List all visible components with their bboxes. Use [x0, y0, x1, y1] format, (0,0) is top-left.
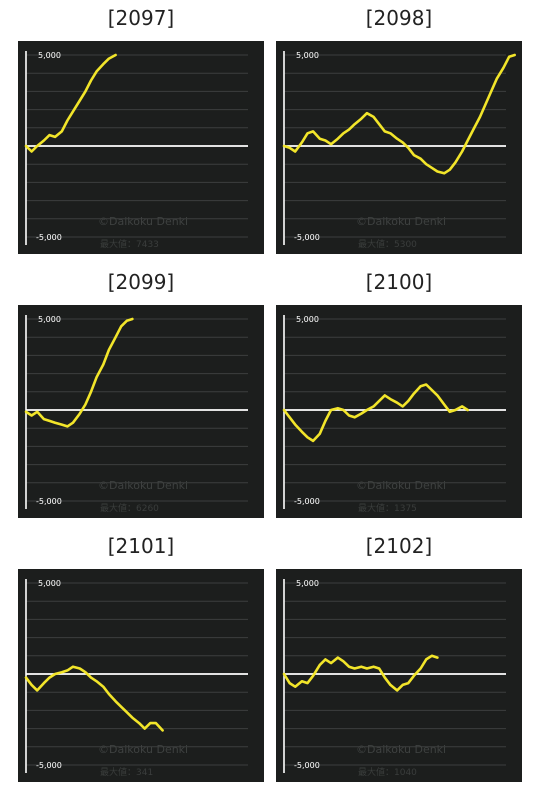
- series-line: [24, 317, 134, 428]
- chart-title: [2101]: [107, 534, 175, 558]
- max-value-label: 最大値：1375: [358, 502, 417, 514]
- y-tick-label: 5,000: [296, 315, 319, 324]
- chart-title: [2098]: [365, 6, 433, 30]
- y-tick-label: 5,000: [38, 579, 61, 588]
- chart-panel: 5,000 -5,000 ©Daikoku Denki 最大値：7433: [18, 41, 264, 254]
- max-value-label: 最大値：6260: [100, 502, 159, 514]
- series-line: [24, 665, 164, 732]
- chart-title: [2102]: [365, 534, 433, 558]
- line-chart: 5,000 -5,000 ©Daikoku Denki 最大値：6260: [24, 315, 248, 514]
- watermark: ©Daikoku Denki: [356, 743, 446, 756]
- chart-panel: 5,000 -5,000 ©Daikoku Denki 最大値：1040: [276, 569, 522, 782]
- y-tick-label: -5,000: [294, 761, 320, 770]
- watermark: ©Daikoku Denki: [356, 479, 446, 492]
- y-tick-label: 5,000: [38, 51, 61, 60]
- series-line: [24, 53, 117, 153]
- line-chart: 5,000 -5,000 ©Daikoku Denki 最大値：1040: [282, 579, 506, 778]
- y-tick-label: -5,000: [36, 497, 62, 506]
- series-line: [282, 383, 469, 443]
- watermark: ©Daikoku Denki: [98, 215, 188, 228]
- y-tick-label: -5,000: [294, 233, 320, 242]
- y-tick-label: 5,000: [296, 51, 319, 60]
- chart-title: [2097]: [107, 6, 175, 30]
- y-tick-label: -5,000: [36, 761, 62, 770]
- y-tick-label: 5,000: [38, 315, 61, 324]
- line-chart: 5,000 -5,000 ©Daikoku Denki 最大値：7433: [24, 51, 248, 250]
- y-tick-label: -5,000: [36, 233, 62, 242]
- chart-title: [2100]: [365, 270, 433, 294]
- max-value-label: 最大値：341: [100, 766, 153, 778]
- watermark: ©Daikoku Denki: [98, 743, 188, 756]
- series-line: [282, 53, 516, 175]
- chart-panel: 5,000 -5,000 ©Daikoku Denki 最大値：341: [18, 569, 264, 782]
- max-value-label: 最大値：1040: [358, 766, 417, 778]
- chart-title: [2099]: [107, 270, 175, 294]
- series-line: [282, 654, 439, 692]
- watermark: ©Daikoku Denki: [98, 479, 188, 492]
- line-chart: 5,000 -5,000 ©Daikoku Denki 最大値：1375: [282, 315, 506, 514]
- max-value-label: 最大値：7433: [100, 238, 159, 250]
- y-tick-label: -5,000: [294, 497, 320, 506]
- chart-panel: 5,000 -5,000 ©Daikoku Denki 最大値：6260: [18, 305, 264, 518]
- chart-panel: 5,000 -5,000 ©Daikoku Denki 最大値：5300: [276, 41, 522, 254]
- max-value-label: 最大値：5300: [358, 238, 417, 250]
- chart-panel: 5,000 -5,000 ©Daikoku Denki 最大値：1375: [276, 305, 522, 518]
- y-tick-label: 5,000: [296, 579, 319, 588]
- line-chart: 5,000 -5,000 ©Daikoku Denki 最大値：5300: [282, 51, 516, 250]
- line-chart: 5,000 -5,000 ©Daikoku Denki 最大値：341: [24, 579, 248, 778]
- watermark: ©Daikoku Denki: [356, 215, 446, 228]
